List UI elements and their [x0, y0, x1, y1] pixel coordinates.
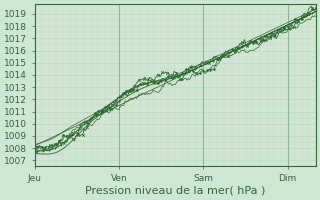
X-axis label: Pression niveau de la mer( hPa ): Pression niveau de la mer( hPa ): [85, 186, 266, 196]
